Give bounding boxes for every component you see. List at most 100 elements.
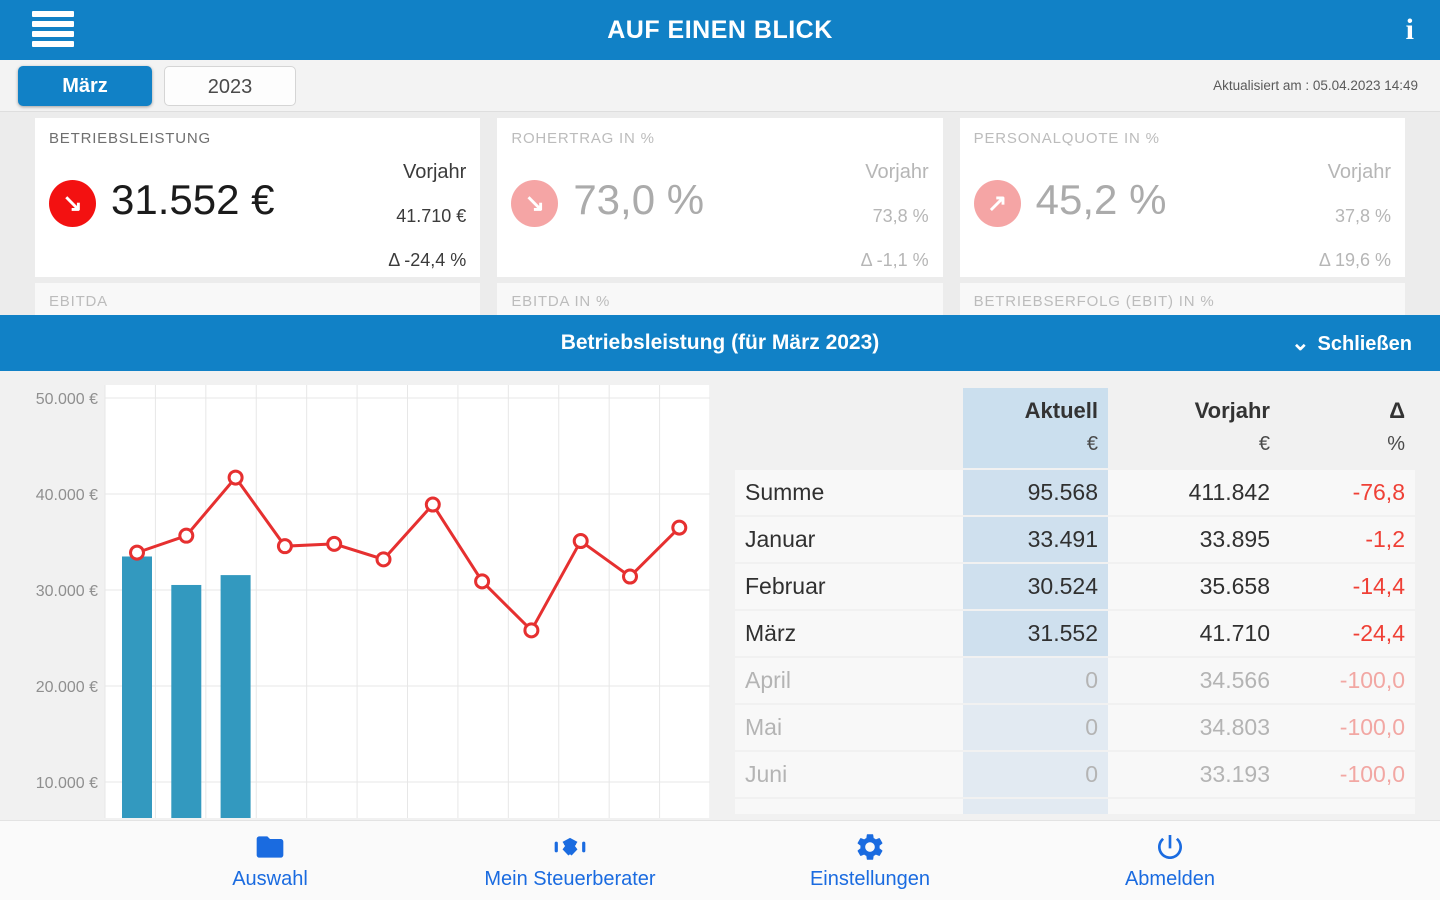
- svg-text:30.000 €: 30.000 €: [36, 583, 98, 600]
- nav-label: Auswahl: [232, 867, 308, 890]
- aktuell-value: 95.568: [963, 470, 1108, 515]
- kpi-value: 45,2 %: [1035, 176, 1167, 223]
- vorjahr-value: 34.803: [1199, 714, 1270, 740]
- nav-item-auswahl[interactable]: Auswahl: [120, 821, 420, 900]
- kpi-card-ebitda[interactable]: EBITDA: [35, 283, 481, 315]
- nav-item-mein-steuerberater[interactable]: Mein Steuerberater: [420, 821, 720, 900]
- header-vorjahr: Vorjahr €: [1194, 398, 1270, 455]
- trend-down-icon: ↘: [511, 180, 559, 227]
- table-row: März 31.552 41.710 -24,4: [735, 611, 1415, 656]
- chevron-down-icon: ⌄: [1291, 330, 1310, 355]
- delta-value: -1,2: [1365, 526, 1405, 552]
- vorjahr-value: 41.710 €: [396, 206, 467, 226]
- vorjahr-value: 37,8 %: [1334, 206, 1391, 226]
- vorjahr-value: 35.658: [1199, 573, 1270, 599]
- kpi-card-personalquote[interactable]: PERSONALQUOTE IN % ↗ 45,2 % Vorjahr 37,8…: [959, 118, 1405, 277]
- row-label: Februar: [745, 573, 826, 599]
- power-icon: [1158, 834, 1182, 859]
- svg-text:20.000 €: 20.000 €: [36, 679, 98, 696]
- trend-up-icon: ↗: [973, 180, 1021, 227]
- row-label: Mai: [745, 714, 783, 740]
- kpi-vorjahr-block: Vorjahr 73,8 % Δ -1,1 %: [861, 150, 929, 282]
- header-aktuell: Aktuell €: [963, 388, 1108, 468]
- svg-text:50.000 €: 50.000 €: [36, 391, 98, 408]
- aktuell-value: 30.524: [963, 564, 1108, 609]
- kpi-value: 73,0 %: [573, 176, 705, 223]
- folder-icon: [256, 835, 284, 858]
- table-row-partial: [735, 799, 1415, 814]
- nav-item-abmelden[interactable]: Abmelden: [1020, 821, 1320, 900]
- kpi-card-rohertrag[interactable]: ROHERTRAG IN % ↘ 73,0 % Vorjahr 73,8 % Δ…: [497, 118, 943, 277]
- top-bar: AUF EINEN BLICK i: [0, 0, 1440, 60]
- kpi-vorjahr-block: Vorjahr 37,8 % Δ 19,6 %: [1319, 150, 1391, 282]
- close-label: Schließen: [1317, 333, 1412, 355]
- table-row: Februar 30.524 35.658 -14,4: [735, 564, 1415, 609]
- table-row: Juni 0 33.193 -100,0: [735, 752, 1415, 797]
- delta-value: Δ -1,1 %: [860, 250, 929, 270]
- aktuell-value: 0: [963, 752, 1108, 797]
- detail-panel-header: Betriebsleistung (für März 2023) ⌄ Schlie…: [0, 315, 1440, 371]
- delta-value: -100,0: [1339, 667, 1405, 693]
- betriebsleistung-table: Aktuell € Vorjahr € Δ % Summe 95.568 411.8…: [735, 388, 1415, 814]
- aktuell-value: 31.552: [963, 611, 1108, 656]
- table-row: Summe 95.568 411.842 -76,8: [735, 470, 1415, 515]
- gear-icon: [857, 833, 883, 860]
- kpi-card-ebitda-prozent[interactable]: EBITDA IN %: [497, 283, 943, 315]
- close-panel-button[interactable]: ⌄ Schließen: [1291, 315, 1412, 371]
- nav-label: Mein Steuerberater: [484, 867, 656, 890]
- delta-value: -100,0: [1339, 714, 1405, 740]
- nav-item-einstellungen[interactable]: Einstellungen: [720, 821, 1020, 900]
- delta-value: -24,4: [1352, 620, 1405, 646]
- vorjahr-value: 411.842: [1188, 479, 1270, 505]
- table-row: Mai 0 34.803 -100,0: [735, 705, 1415, 750]
- page-title: AUF EINEN BLICK: [607, 16, 833, 44]
- vorjahr-value: 41.710: [1199, 620, 1270, 646]
- detail-panel-body: 50.000 € 40.000 € 30.000 € 20.000 € 10.000 €…: [0, 371, 1440, 820]
- row-label: März: [745, 620, 797, 646]
- nav-label: Einstellungen: [809, 867, 931, 890]
- tab-month[interactable]: März: [18, 66, 152, 106]
- delta-value: Δ -24,4 %: [388, 250, 467, 270]
- kpi-vorjahr-block: Vorjahr 41.710 € Δ -24,4 %: [388, 150, 466, 282]
- aktuell-value: 33.491: [963, 517, 1108, 562]
- kpi-cards-section: BETRIEBSLEISTUNG ↘ 31.552 € Vorjahr 41.7…: [0, 112, 1440, 315]
- delta-value: Δ 19,6 %: [1318, 250, 1391, 270]
- table-row: April 0 34.566 -100,0: [735, 658, 1415, 703]
- vorjahr-value: 33.895: [1199, 526, 1270, 552]
- svg-text:40.000 €: 40.000 €: [36, 487, 98, 504]
- hamburger-menu-icon[interactable]: [32, 11, 74, 49]
- vorjahr-value: 34.566: [1199, 667, 1270, 693]
- vorjahr-value: 33.193: [1199, 761, 1270, 787]
- kpi-card-betriebserfolg[interactable]: BETRIEBSERFOLG (EBIT) IN %: [959, 283, 1405, 315]
- kpi-value: 31.552 €: [111, 176, 275, 223]
- row-label: April: [745, 667, 792, 693]
- vorjahr-label: Vorjahr: [402, 161, 467, 183]
- kpi-card-betriebsleistung[interactable]: BETRIEBSLEISTUNG ↘ 31.552 € Vorjahr 41.7…: [35, 118, 481, 277]
- kpi-title: PERSONALQUOTE IN %: [973, 130, 1160, 147]
- vorjahr-value: 73,8 %: [872, 206, 929, 226]
- trend-down-icon: ↘: [49, 180, 96, 227]
- vorjahr-label: Vorjahr: [865, 161, 929, 183]
- nav-label: Abmelden: [1124, 867, 1216, 890]
- header-delta: Δ %: [1387, 398, 1405, 455]
- detail-panel-title: Betriebsleistung (für März 2023): [560, 331, 880, 354]
- bottom-navigation: Auswahl Mein Steuerberater Einstellungen…: [0, 820, 1440, 900]
- row-label: Januar: [745, 526, 816, 552]
- handshake-icon: [554, 837, 586, 856]
- vorjahr-label: Vorjahr: [1327, 161, 1391, 183]
- tab-bar: März 2023 Aktualisiert am : 05.04.2023 1…: [0, 60, 1440, 112]
- row-label: Juni: [745, 761, 788, 787]
- info-icon[interactable]: i: [1405, 13, 1414, 46]
- updated-timestamp: Aktualisiert am : 05.04.2023 14:49: [1213, 78, 1418, 93]
- kpi-title: ROHERTRAG IN %: [511, 130, 655, 147]
- delta-value: -14,4: [1352, 573, 1405, 599]
- tab-year[interactable]: 2023: [164, 66, 296, 106]
- kpi-title: BETRIEBSLEISTUNG: [49, 130, 212, 147]
- betriebsleistung-chart: 50.000 € 40.000 € 30.000 € 20.000 € 10.000 €: [30, 385, 711, 820]
- svg-text:10.000 €: 10.000 €: [36, 775, 98, 792]
- aktuell-value: 0: [963, 705, 1108, 750]
- delta-value: -76,8: [1352, 479, 1405, 505]
- table-header-row: Aktuell € Vorjahr € Δ %: [735, 388, 1415, 468]
- delta-value: -100,0: [1339, 761, 1405, 787]
- row-label: Summe: [745, 479, 825, 505]
